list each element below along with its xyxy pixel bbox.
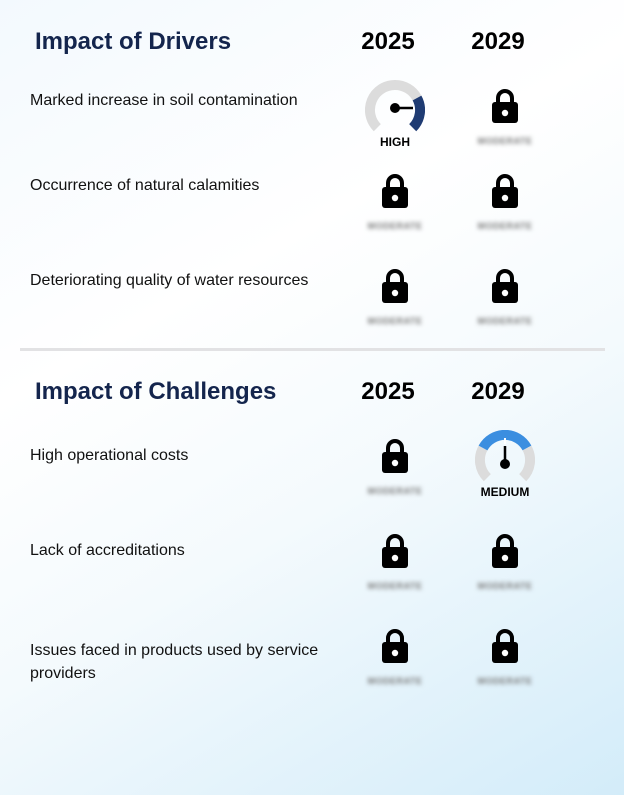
gauge-medium-icon xyxy=(475,430,535,482)
lock-icon xyxy=(492,534,518,568)
driver-row-label: Deteriorating quality of water resources xyxy=(30,272,309,289)
blurred-value: MODERATE xyxy=(477,316,533,326)
driver-row-2-2025-locked[interactable]: MODERATE xyxy=(355,173,435,243)
blurred-value: MODERATE xyxy=(367,316,423,326)
blurred-value: MODERATE xyxy=(367,486,423,496)
blurred-value: MODERATE xyxy=(477,581,533,591)
gauge-high-icon xyxy=(365,80,425,132)
challenge-row-label: High operational costs xyxy=(30,447,189,464)
lock-icon xyxy=(492,174,518,208)
lock-icon xyxy=(382,629,408,663)
lock-icon xyxy=(382,174,408,208)
blurred-value: MODERATE xyxy=(367,221,423,231)
section-divider xyxy=(20,348,605,351)
challenge-row-2-2029-locked[interactable]: MODERATE xyxy=(465,533,545,603)
blurred-value: MODERATE xyxy=(477,136,533,146)
blurred-value: MODERATE xyxy=(367,581,423,591)
driver-row-label: Occurrence of natural calamities xyxy=(30,177,260,194)
drivers-year-2025: 2025 xyxy=(361,28,415,55)
challenge-row-label: Issues faced in products used by service… xyxy=(30,642,319,682)
gauge-level-label: HIGH xyxy=(380,135,410,149)
lock-icon xyxy=(382,269,408,303)
lock-icon xyxy=(492,269,518,303)
challenge-row-1-2025-locked[interactable]: MODERATE xyxy=(355,438,435,508)
driver-row-label: Marked increase in soil contamination xyxy=(30,92,298,109)
drivers-year-2029: 2029 xyxy=(471,28,525,55)
challenge-row-3-2029-locked[interactable]: MODERATE xyxy=(465,628,545,698)
blurred-value: MODERATE xyxy=(367,676,423,686)
lock-icon xyxy=(382,534,408,568)
driver-row-1-2025-gauge: HIGH xyxy=(355,80,435,160)
drivers-title: Impact of Drivers xyxy=(35,28,232,55)
driver-row-1-2029-locked[interactable]: MODERATE xyxy=(465,88,545,158)
challenges-year-2025: 2025 xyxy=(361,378,415,405)
challenges-year-2029: 2029 xyxy=(471,378,525,405)
blurred-value: MODERATE xyxy=(477,221,533,231)
driver-row-3-2025-locked[interactable]: MODERATE xyxy=(355,268,435,338)
lock-icon xyxy=(382,439,408,473)
challenges-title: Impact of Challenges xyxy=(35,378,277,405)
blurred-value: MODERATE xyxy=(477,676,533,686)
challenge-row-2-2025-locked[interactable]: MODERATE xyxy=(355,533,435,603)
challenge-row-1-2029-gauge: MEDIUM xyxy=(465,430,545,510)
lock-icon xyxy=(492,629,518,663)
lock-icon xyxy=(492,89,518,123)
driver-row-3-2029-locked[interactable]: MODERATE xyxy=(465,268,545,338)
driver-row-2-2029-locked[interactable]: MODERATE xyxy=(465,173,545,243)
gauge-level-label: MEDIUM xyxy=(480,485,530,499)
challenge-row-3-2025-locked[interactable]: MODERATE xyxy=(355,628,435,698)
challenge-row-label: Lack of accreditations xyxy=(30,542,185,559)
